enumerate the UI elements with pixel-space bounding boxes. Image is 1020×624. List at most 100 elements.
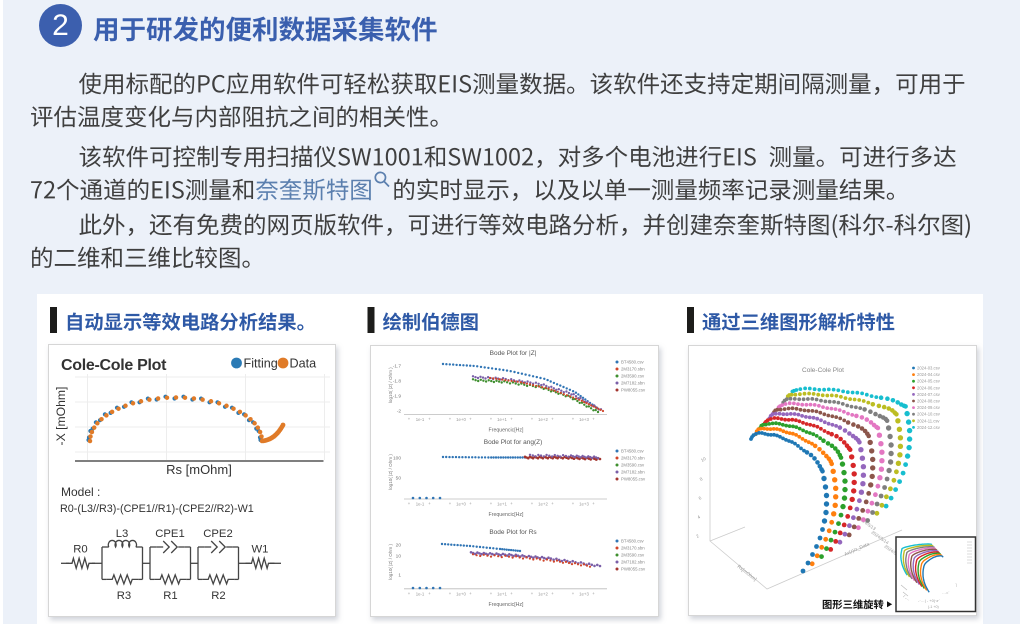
svg-text:+: + xyxy=(428,417,431,422)
svg-text:+: + xyxy=(551,591,554,596)
svg-text:+: + xyxy=(428,501,431,506)
svg-text:+: + xyxy=(510,417,513,422)
svg-text:1e+0: 1e+0 xyxy=(456,417,466,422)
svg-text:+: + xyxy=(572,501,575,506)
svg-text:10: 10 xyxy=(700,456,707,463)
svg-text:CPE2: CPE2 xyxy=(203,528,233,540)
svg-text:R3: R3 xyxy=(117,590,131,602)
svg-text:Frequencic[Hz]: Frequencic[Hz] xyxy=(489,512,524,518)
svg-text:R1: R1 xyxy=(163,590,177,602)
svg-text:/ ,…: / ,… xyxy=(903,594,912,602)
svg-text:+: + xyxy=(469,591,472,596)
svg-text:-·…| - +0|·ɝ´: -·…| - +0|·ɝ´ xyxy=(918,598,940,603)
svg-text:2024-06.csv: 2024-06.csv xyxy=(917,385,941,390)
svg-text:2M3170.sbn: 2M3170.sbn xyxy=(621,367,645,372)
svg-text:Data: Data xyxy=(290,357,317,371)
svg-text:R2: R2 xyxy=(211,590,225,602)
svg-text:+: + xyxy=(572,417,575,422)
svg-text:´|: ´| xyxy=(955,583,957,587)
svg-text:+: + xyxy=(551,501,554,506)
svg-text:2M3170.sbn: 2M3170.sbn xyxy=(621,456,645,461)
svg-text:Rs [mOhm]: Rs [mOhm] xyxy=(166,462,232,477)
svg-text:(-1 +0): (-1 +0) xyxy=(928,605,939,609)
svg-text:1e+2: 1e+2 xyxy=(538,591,548,596)
svg-text:1e+3: 1e+3 xyxy=(579,502,589,507)
svg-text:-X [mOhm]: -X [mOhm] xyxy=(54,387,68,446)
svg-text:+: + xyxy=(531,591,534,596)
svg-text:2024-08.csv: 2024-08.csv xyxy=(917,399,941,404)
svg-text:-1.9: -1.9 xyxy=(393,394,402,400)
svg-text:BT4580.csv: BT4580.csv xyxy=(621,360,645,365)
svg-text:Frequencic[Hz]: Frequencic[Hz] xyxy=(489,428,524,434)
svg-text:-1.8: -1.8 xyxy=(393,379,402,385)
svg-text:-2: -2 xyxy=(397,409,402,415)
svg-text:+: + xyxy=(510,591,513,596)
svg-text:Cole-Cole Plot: Cole-Cole Plot xyxy=(61,357,167,374)
svg-text:+: + xyxy=(510,501,513,506)
svg-text:2024-07.csv: 2024-07.csv xyxy=(917,392,941,397)
svg-text:2M7182.sbn: 2M7182.sbn xyxy=(621,381,645,386)
svg-text:PW8055.csv: PW8055.csv xyxy=(621,477,646,482)
svg-text:+: + xyxy=(490,501,493,506)
svg-text:+: + xyxy=(592,501,595,506)
svg-text:+: + xyxy=(449,591,452,596)
svg-text:Rs[mOhm]: Rs[mOhm] xyxy=(736,564,758,583)
svg-text:1e-1: 1e-1 xyxy=(416,591,425,596)
svg-text:2024-03.csv: 2024-03.csv xyxy=(917,366,941,371)
svg-text:1e+1: 1e+1 xyxy=(497,417,507,422)
svg-text:2M3590.csv: 2M3590.csv xyxy=(621,463,645,468)
svg-text:2024-05.csv: 2024-05.csv xyxy=(917,379,941,384)
svg-text:+: + xyxy=(490,591,493,596)
svg-text:2024-09.csv: 2024-09.csv xyxy=(917,405,941,410)
svg-text:8: 8 xyxy=(699,476,704,482)
svg-text:log10( |Z| / Ohm ): log10( |Z| / Ohm ) xyxy=(388,454,393,490)
svg-text:+: + xyxy=(428,591,431,596)
svg-text:Av(r)/z_Data: Av(r)/z_Data xyxy=(843,541,870,558)
svg-text:2: 2 xyxy=(695,533,700,539)
svg-text:+: + xyxy=(408,501,411,506)
svg-text:R0: R0 xyxy=(73,544,87,556)
svg-text:…=´: …=´ xyxy=(942,590,950,595)
svg-text:+: + xyxy=(572,591,575,596)
svg-text:1e+2: 1e+2 xyxy=(538,417,548,422)
svg-text:1e-1: 1e-1 xyxy=(416,502,425,507)
svg-text:Cole-Cole Plot: Cole-Cole Plot xyxy=(802,367,844,374)
svg-text:2024-10.csv: 2024-10.csv xyxy=(917,412,941,417)
svg-text:L3: L3 xyxy=(116,528,129,540)
svg-text:2M3590.csv: 2M3590.csv xyxy=(621,553,645,558)
svg-text:BT4580.csv: BT4580.csv xyxy=(621,449,645,454)
svg-text:1e+1: 1e+1 xyxy=(497,502,507,507)
svg-text:Model :: Model : xyxy=(61,485,100,499)
svg-text:Bode Plot for Rs: Bode Plot for Rs xyxy=(489,529,537,536)
svg-text:+: + xyxy=(531,417,534,422)
svg-text:BT4580.csv: BT4580.csv xyxy=(621,539,645,544)
svg-text:Fitting: Fitting xyxy=(244,357,278,371)
svg-text:+: + xyxy=(490,417,493,422)
svg-text:Frequencic[Hz]: Frequencic[Hz] xyxy=(489,602,524,608)
svg-text:4: 4 xyxy=(696,514,701,520)
svg-text:+: + xyxy=(469,417,472,422)
svg-text:+: + xyxy=(551,417,554,422)
svg-text:1e+1: 1e+1 xyxy=(497,591,507,596)
svg-text:2024-12.csv: 2024-12.csv xyxy=(917,425,941,430)
svg-text:+: + xyxy=(592,417,595,422)
svg-text:Bode Plot for |Z|: Bode Plot for |Z| xyxy=(490,350,537,357)
svg-text:1e+0: 1e+0 xyxy=(456,502,466,507)
svg-text:1e-1: 1e-1 xyxy=(416,417,425,422)
svg-text:+: + xyxy=(449,501,452,506)
svg-text:2024-04.csv: 2024-04.csv xyxy=(917,372,941,377)
svg-text:+: + xyxy=(449,417,452,422)
svg-text:PW8055.csv: PW8055.csv xyxy=(621,388,646,393)
svg-text:1: 1 xyxy=(398,573,401,579)
svg-text:6: 6 xyxy=(698,495,703,501)
svg-text:log10( |Z| / Ohm ): log10( |Z| / Ohm ) xyxy=(388,367,393,403)
svg-text:100: 100 xyxy=(393,456,401,462)
svg-text:10: 10 xyxy=(396,554,402,560)
svg-text:20: 20 xyxy=(396,543,402,549)
svg-text:1e+3: 1e+3 xyxy=(579,417,589,422)
svg-text:2M7182.sbn: 2M7182.sbn xyxy=(621,560,645,565)
svg-text:+: + xyxy=(408,417,411,422)
svg-text:2M3170.sbn: 2M3170.sbn xyxy=(621,546,645,551)
svg-text:+: + xyxy=(408,591,411,596)
svg-text:1e+0: 1e+0 xyxy=(456,591,466,596)
